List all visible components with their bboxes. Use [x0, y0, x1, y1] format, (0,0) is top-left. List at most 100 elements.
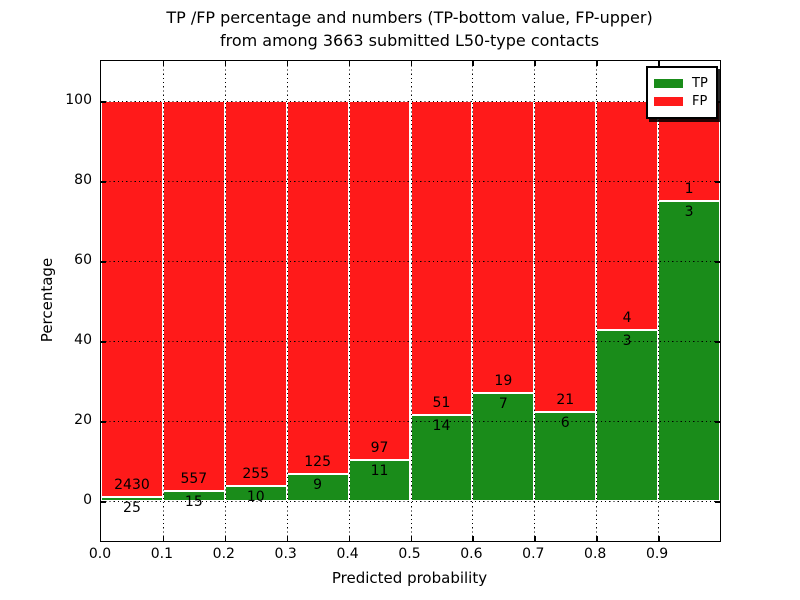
x-tick-mark — [534, 61, 536, 66]
x-tick-label: 0.3 — [274, 546, 297, 562]
x-tick-label: 0.7 — [522, 546, 545, 562]
horizontal-gridline — [101, 421, 720, 422]
y-tick-mark — [715, 341, 720, 343]
tp-count-label: 6 — [560, 415, 570, 432]
fp-bar-segment — [286, 101, 349, 475]
bar-column — [101, 101, 163, 501]
x-tick-mark — [224, 536, 227, 541]
fp-bar-segment — [410, 101, 473, 415]
fp-count-label: 97 — [370, 440, 389, 457]
tp-bar-segment — [101, 496, 163, 501]
y-tick-label: 80 — [74, 172, 92, 188]
plot-area: 2430 25 557 15 255 10 125 9 97 11 51 14 19 7 21 6 4 3 1 3 — [100, 60, 721, 542]
bar-column — [224, 101, 287, 501]
legend-label: FP — [692, 94, 708, 109]
y-tick-mark — [715, 421, 720, 423]
fp-count-label: 125 — [304, 454, 331, 471]
tp-count-label: 3 — [622, 332, 632, 349]
tp-count-label: 9 — [313, 477, 323, 494]
y-tick-mark — [715, 261, 720, 263]
horizontal-gridline — [101, 181, 720, 182]
y-tick-mark — [101, 341, 106, 343]
horizontal-gridline — [101, 261, 720, 262]
tp-bar-segment — [348, 460, 411, 501]
fp-bar-segment — [224, 101, 287, 486]
tp-bar-segment — [534, 412, 597, 501]
tp-count-label: 14 — [432, 417, 451, 434]
fp-bar-segment — [596, 101, 659, 330]
bar-column — [162, 101, 225, 501]
y-tick-mark — [715, 181, 720, 183]
x-tick-mark — [472, 536, 474, 541]
x-tick-mark — [224, 61, 227, 66]
fp-count-label: 2430 — [114, 476, 150, 493]
x-tick-mark — [658, 61, 660, 66]
y-tick-mark — [715, 501, 720, 503]
x-tick-mark — [348, 61, 351, 66]
tp-count-label: 25 — [123, 499, 141, 516]
vertical-gridline — [162, 61, 164, 541]
tp-count-label: 10 — [246, 488, 265, 505]
x-tick-label: 0.9 — [645, 546, 669, 562]
fp-count-label: 4 — [622, 309, 632, 326]
x-tick-mark — [658, 536, 660, 541]
fp-count-label: 557 — [180, 470, 208, 487]
vertical-gridline — [286, 61, 288, 541]
vertical-gridline — [410, 61, 412, 541]
x-tick-mark — [410, 536, 412, 541]
legend-item: FP — [654, 94, 708, 109]
y-tick-label: 0 — [83, 492, 92, 508]
bar-column — [286, 101, 349, 501]
fp-count-label: 1 — [684, 181, 694, 197]
bar-column — [410, 101, 473, 501]
vertical-gridline — [472, 61, 474, 541]
bar-column — [596, 101, 659, 501]
tp-count-label: 3 — [684, 204, 694, 220]
fp-count-label: 21 — [556, 392, 575, 409]
x-tick-label: 0.4 — [336, 546, 359, 562]
vertical-gridline — [658, 61, 660, 541]
fp-bar-segment — [162, 101, 225, 491]
y-tick-mark — [101, 181, 106, 183]
bar-column — [348, 101, 411, 501]
x-tick-mark — [410, 61, 412, 66]
tp-count-label: 11 — [370, 463, 389, 480]
tp-bar-segment — [286, 474, 349, 501]
x-tick-mark — [162, 536, 165, 541]
tp-swatch — [654, 79, 683, 88]
x-tick-mark — [472, 61, 474, 66]
fp-swatch — [654, 97, 683, 106]
fp-count-label: 51 — [432, 394, 451, 411]
y-tick-label: 40 — [74, 332, 92, 348]
x-tick-mark — [596, 61, 598, 66]
x-tick-label: 0.1 — [150, 546, 174, 562]
bar-column — [534, 101, 597, 501]
x-tick-mark — [596, 536, 598, 541]
x-tick-label: 0.8 — [584, 546, 607, 562]
tp-count-label: 7 — [498, 396, 508, 413]
chart-title-line2: from among 3663 submitted L50-type conta… — [219, 31, 600, 50]
x-tick-mark — [534, 536, 536, 541]
y-tick-mark — [101, 101, 106, 103]
chart-title-line1: TP /FP percentage and numbers (TP-bottom… — [166, 8, 653, 27]
x-tick-mark — [286, 61, 289, 66]
fp-count-label: 255 — [242, 465, 270, 482]
y-tick-label: 20 — [74, 412, 92, 428]
legend: TP FP — [646, 66, 718, 119]
y-tick-mark — [101, 501, 106, 503]
vertical-gridline — [224, 61, 226, 541]
bar-column — [472, 101, 535, 501]
y-tick-label: 100 — [65, 92, 92, 108]
y-tick-label: 60 — [74, 252, 92, 268]
vertical-gridline — [534, 61, 536, 541]
x-tick-mark — [348, 536, 351, 541]
vertical-gridline — [596, 61, 598, 541]
tp-bar-segment — [596, 329, 659, 501]
tp-bar-segment — [472, 393, 535, 501]
x-tick-mark — [286, 536, 289, 541]
tp-bar-segment — [410, 414, 473, 501]
x-tick-label: 0.6 — [460, 546, 483, 562]
x-tick-label: 0.2 — [212, 546, 235, 562]
x-tick-label: 0.0 — [88, 546, 112, 562]
